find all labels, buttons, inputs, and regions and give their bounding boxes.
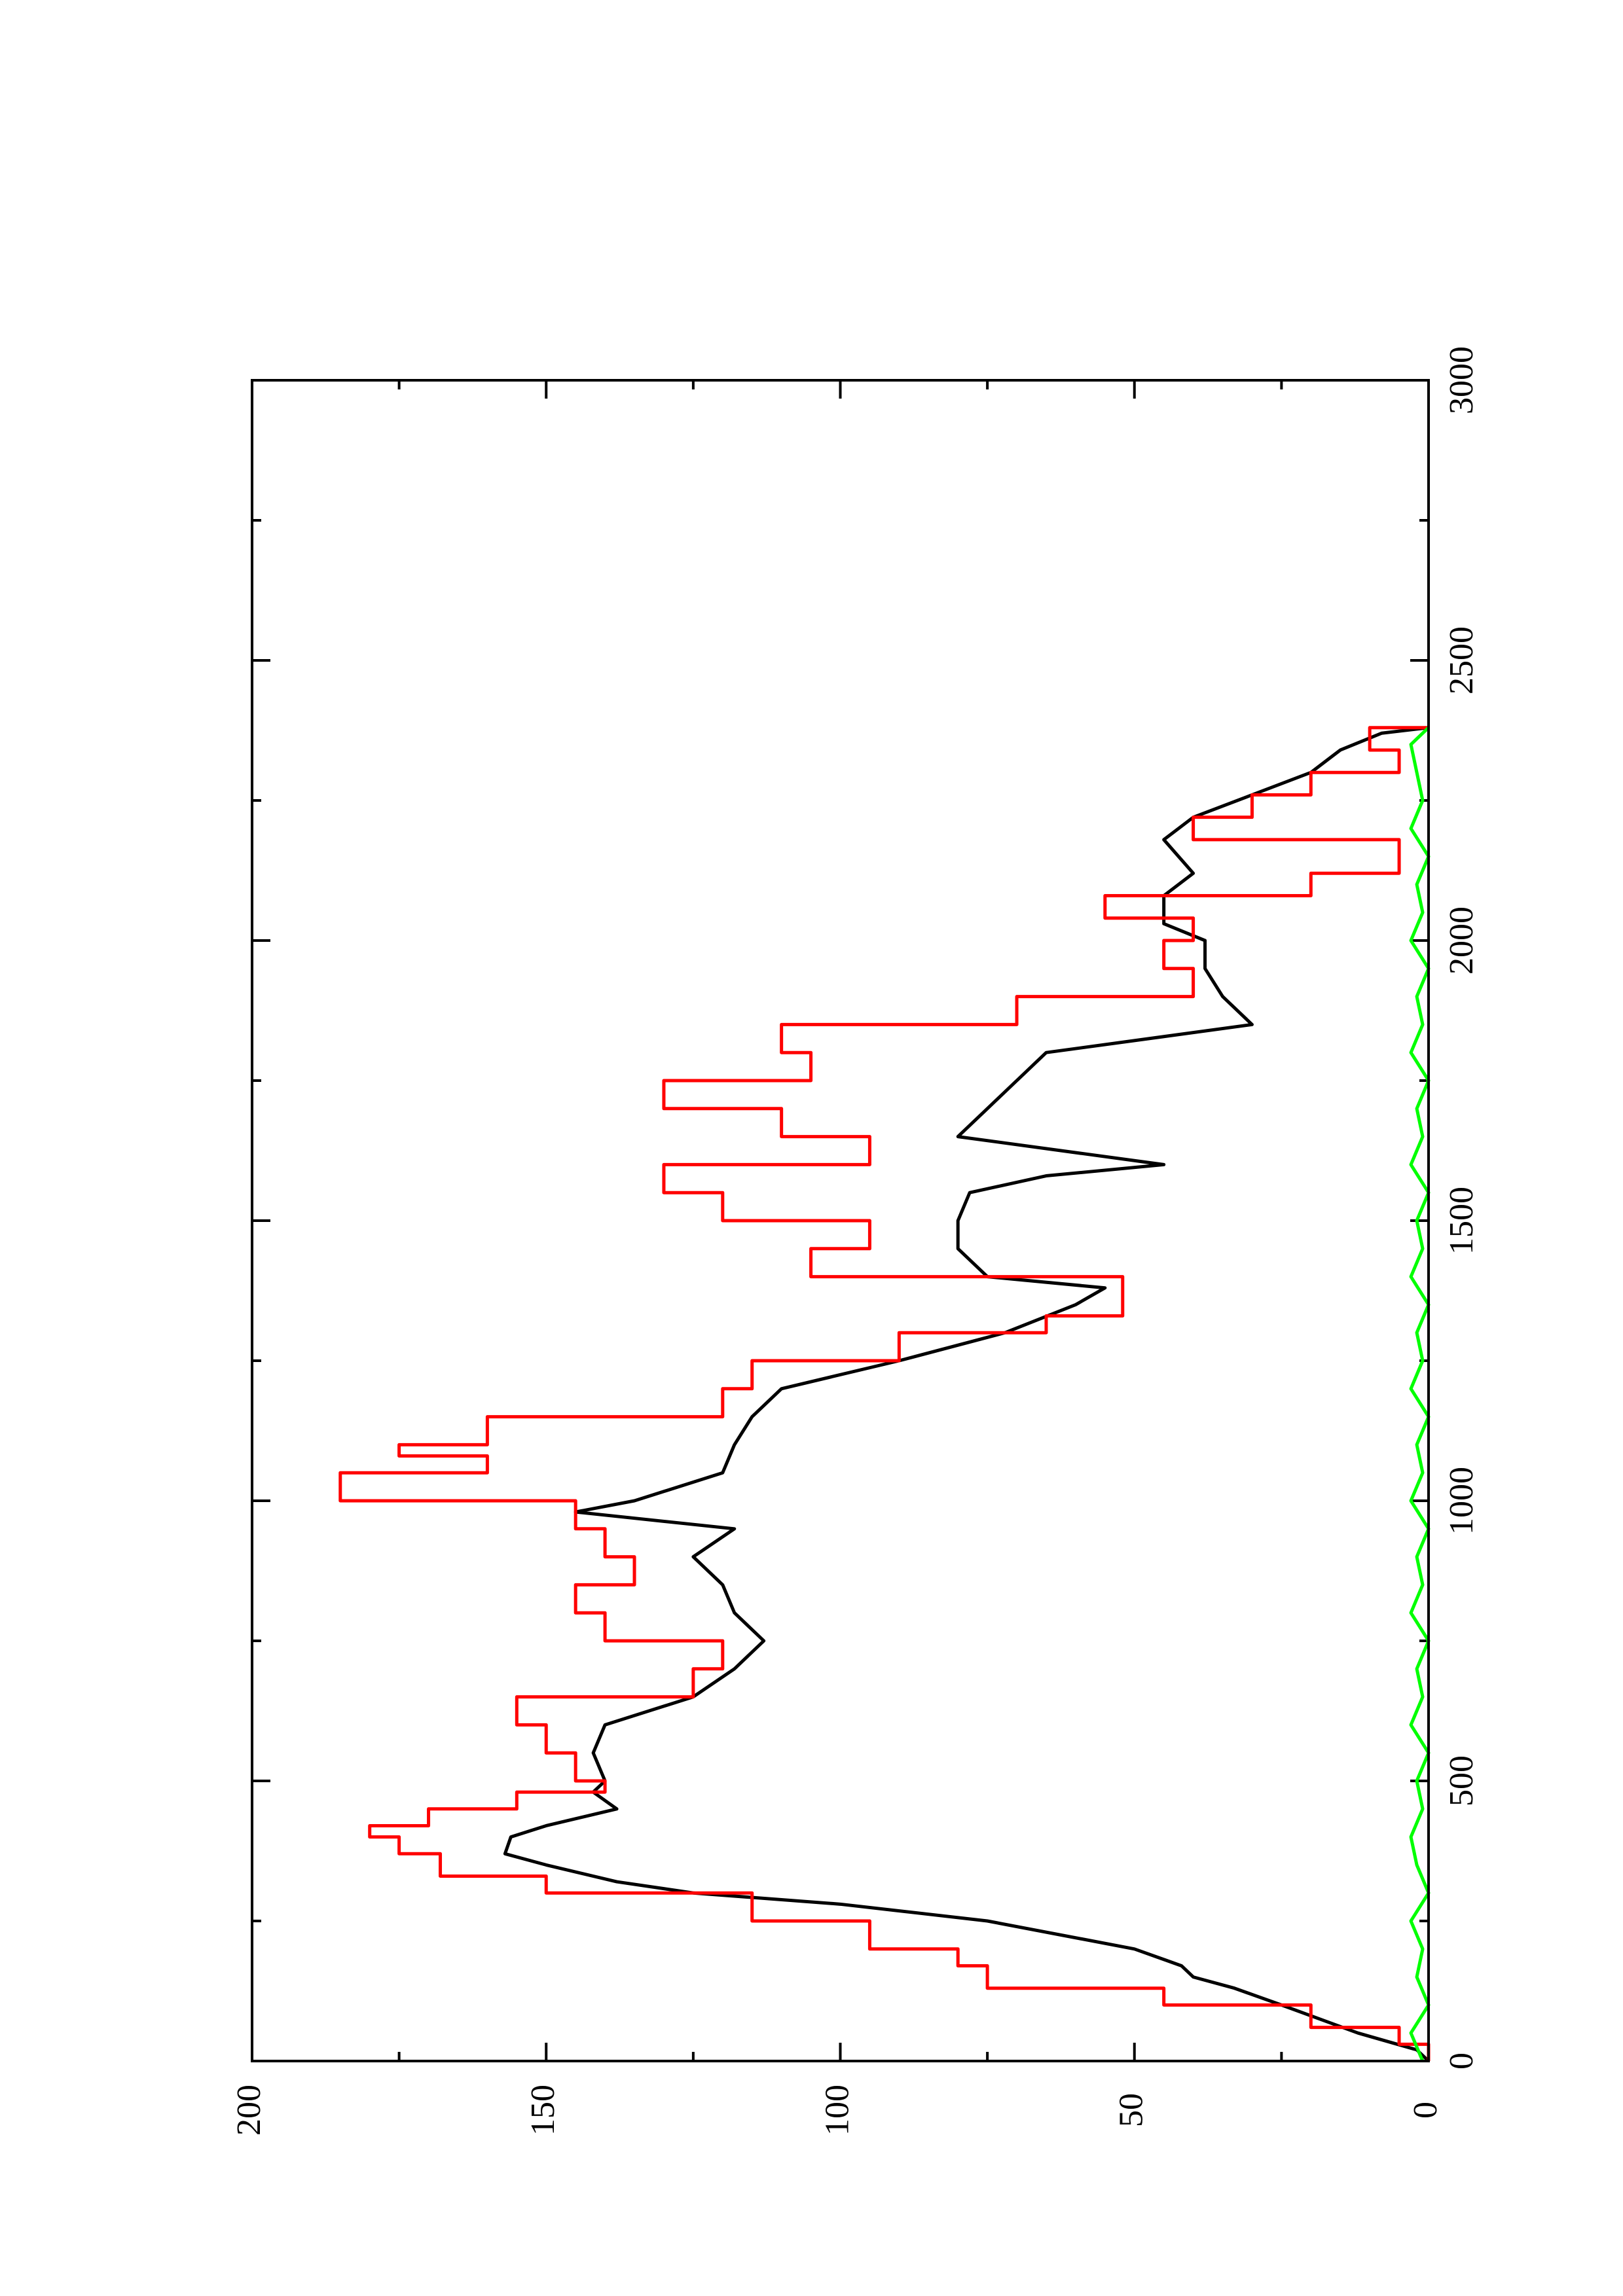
y-tick-label: 0 — [1407, 2102, 1444, 2119]
y-tick-label: 200 — [230, 2085, 268, 2136]
y-tick-label: 50 — [1113, 2093, 1150, 2127]
y-tick-label: 150 — [524, 2085, 562, 2136]
plot-frame — [251, 379, 1430, 2062]
data-line — [503, 726, 1430, 2062]
x-tick-label: 2000 — [1443, 906, 1480, 975]
x-tick-label: 3000 — [1443, 346, 1480, 414]
x-tick-label: 1500 — [1443, 1187, 1480, 1255]
x-tick-label: 2500 — [1443, 626, 1480, 694]
y-tick-label: 100 — [818, 2085, 856, 2136]
data-line — [1409, 726, 1431, 2062]
x-tick-label: 0 — [1443, 2053, 1480, 2070]
x-tick-label: 500 — [1443, 1755, 1480, 1806]
data-line — [338, 726, 1431, 2061]
x-tick-label: 1000 — [1443, 1467, 1480, 1535]
